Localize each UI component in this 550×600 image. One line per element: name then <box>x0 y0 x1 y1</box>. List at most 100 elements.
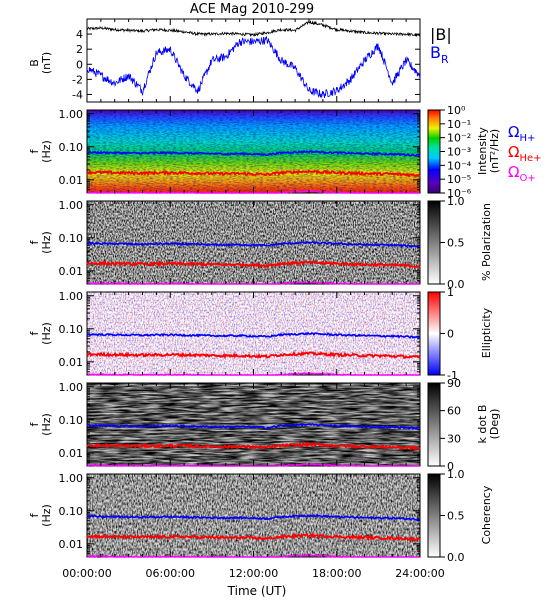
colorbar-tick-label: 10⁻¹ <box>447 118 471 131</box>
ellipticity-colorbar <box>427 291 441 376</box>
f-tick-label: 0.01 <box>59 174 84 187</box>
f-tick-label: 0.01 <box>59 447 84 460</box>
panel-magnetic-field-frame <box>86 18 421 103</box>
f-tick-label: 0.01 <box>59 265 84 278</box>
f-tick-label: 1.00 <box>59 199 84 212</box>
f-axis-label-line1: f <box>28 239 41 244</box>
coherency-colorbar-label: Coherency <box>480 485 493 544</box>
coherency-colorbar <box>427 473 441 558</box>
omega-he-line <box>86 441 421 451</box>
f-axis-label-line2: (Hz) <box>40 504 53 527</box>
panel-polarization: 1.0 0.5 0.0 % Polarization <box>86 195 493 291</box>
legend-omega-he-main: Ω <box>508 143 519 161</box>
f-axis-label-line2: (Hz) <box>40 231 53 254</box>
f-tick-label: 0.10 <box>59 505 84 518</box>
intensity-colorbar-label-line2: (nT²/Hz) <box>488 129 501 173</box>
omega-he-line <box>86 259 421 269</box>
omega-he-line <box>86 350 421 359</box>
legend-omega-h-sub: H+ <box>519 133 535 144</box>
panel-magnetic-field-series <box>86 19 421 99</box>
legend-omega-o-sub: O+ <box>519 173 535 184</box>
omega-h-line <box>86 149 421 158</box>
time-axis: 00:00:00 06:00:00 12:00:00 18:00:00 24:00:00 <box>62 19 445 580</box>
f-tick-label: 0.10 <box>59 414 84 427</box>
legend-b-r-sub: R <box>441 53 449 66</box>
f-axis-label-line2: (Hz) <box>40 322 53 345</box>
omega-h-line <box>86 422 420 431</box>
omega-h-line <box>86 331 421 339</box>
coherency-heatmap-texture <box>87 474 420 557</box>
x-axis-label: Time (UT) <box>227 584 287 598</box>
time-tick-label: 12:00:00 <box>229 567 278 580</box>
colorbar-tick-label: 0 <box>447 460 454 473</box>
f-axis-label-line1: f <box>28 512 41 517</box>
legend-omega-he-sub: He+ <box>519 153 541 164</box>
b-total-line <box>86 19 421 38</box>
intensity-heatmap-texture <box>87 110 420 193</box>
f-tick-label: 1.00 <box>59 381 84 394</box>
kdotb-colorbar-ticks: 90 60 30 0 <box>440 377 461 473</box>
legend-b-r-main: B <box>430 43 441 62</box>
intensity-colorbar <box>427 109 441 194</box>
panel-coherency: 1.0 0.5 0.0 Coherency <box>86 468 493 564</box>
f-tick-label: 0.01 <box>59 356 84 369</box>
polarization-colorbar-ticks: 1.0 0.5 0.0 <box>440 195 465 291</box>
f-axis-label-line2: (Hz) <box>40 140 53 163</box>
legend-omega-h: ΩH+ <box>508 123 535 144</box>
f-tick-label: 0.01 <box>59 538 84 551</box>
f-axis-label-line1: f <box>28 148 41 153</box>
omega-h-line <box>86 240 421 248</box>
omega-h-line <box>86 513 421 522</box>
time-tick-label: 06:00:00 <box>146 567 195 580</box>
colorbar-tick-label: 1.0 <box>447 195 465 208</box>
colorbar-tick-label: 10⁻² <box>447 132 471 145</box>
intensity-colorbar-label-line1: Intensity <box>476 127 489 175</box>
f-axis-label-line1: f <box>28 330 41 335</box>
colorbar-tick-label: 60 <box>447 405 461 418</box>
b-y-tick-label: 2 <box>76 43 83 56</box>
polarization-colorbar <box>427 200 441 285</box>
f-axis-label-line2: (Hz) <box>40 413 53 436</box>
colorbar-tick-label: 10⁻⁶ <box>447 187 472 200</box>
f-axis-label-line1: f <box>28 421 41 426</box>
b-r-line <box>86 35 421 99</box>
polarization-colorbar-label: % Polarization <box>480 203 493 281</box>
time-tick-label: 00:00:00 <box>62 567 111 580</box>
legend-omega-o-main: Ω <box>508 163 519 181</box>
colorbar-tick-label: 30 <box>447 432 461 445</box>
b-y-tick-label: -2 <box>72 73 83 86</box>
coherency-colorbar-ticks: 1.0 0.5 0.0 <box>440 468 465 564</box>
ellipticity-colorbar-label: Ellipticity <box>480 307 493 358</box>
colorbar-tick-label: 1.0 <box>447 468 465 481</box>
colorbar-tick-label: 10⁻³ <box>447 146 471 159</box>
f-tick-label: 0.10 <box>59 323 84 336</box>
legend-omega-he: ΩHe+ <box>508 143 542 164</box>
colorbar-tick-label: 0.5 <box>447 237 465 250</box>
ellipticity-heatmap-blue <box>87 292 420 375</box>
panel-magnetic-field-y-ticks: 4 2 0 -2 -4 <box>72 28 420 101</box>
colorbar-tick-label: 0.0 <box>447 551 465 564</box>
colorbar-tick-label: 10⁻⁵ <box>447 173 471 186</box>
panel-magnetic-field-ylabel-line2: (nT) <box>40 52 53 74</box>
kdotb-colorbar-label-line1: k dot B <box>476 405 489 444</box>
f-tick-label: 0.10 <box>59 232 84 245</box>
spectral-axes: 1.000.100.01f (Hz)1.000.100.01f (Hz)1.000.… <box>28 108 420 558</box>
colorbar-tick-label: 0.0 <box>447 278 465 291</box>
omega-he-line <box>86 169 421 178</box>
colorbar-tick-label: 0 <box>447 328 454 341</box>
kdotb-colorbar-label-line2: (Deg) <box>488 409 501 440</box>
panel-kdotb: 90 60 30 0 k dot B (Deg) <box>86 377 501 473</box>
polarization-heatmap-texture <box>87 201 420 284</box>
f-tick-label: 1.00 <box>59 472 84 485</box>
colorbar-tick-label: -1 <box>447 369 458 382</box>
b-y-tick-label: 0 <box>76 58 83 71</box>
kdotb-heatmap-texture <box>87 383 420 466</box>
legend-b-total: |B| <box>430 25 452 44</box>
b-y-tick-label: 4 <box>76 28 83 41</box>
panel-magnetic-field: 420-2-4 B (nT) |B| BR <box>28 18 452 103</box>
colorbar-tick-label: 10⁰ <box>447 104 466 117</box>
panel-ellipticity: 1 0 -1 Ellipticity <box>86 286 493 382</box>
legend-omega-h-main: Ω <box>508 123 519 141</box>
